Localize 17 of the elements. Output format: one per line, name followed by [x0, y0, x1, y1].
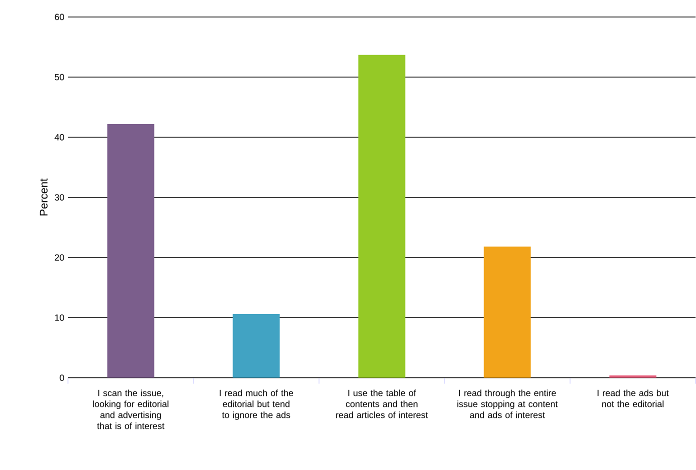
x-tick-label: I use the table of contents and then read articles of interest [336, 390, 428, 418]
y-tick-label: 60 [54, 14, 64, 20]
y-tick-label: 10 [55, 314, 64, 321]
bar [107, 124, 154, 378]
x-tick-label: I scan the issue, looking for editorial and advertising that is of interest [93, 390, 168, 430]
x-tick-label: I read much of the editorial but tend to ignore the ads [220, 390, 294, 420]
y-tick-label: 40 [54, 134, 64, 141]
bar [358, 55, 406, 378]
y-tick-label: 20 [54, 254, 64, 261]
y-tick-label: 50 [54, 74, 64, 80]
y-tick-label: 30 [54, 194, 64, 201]
bar [232, 314, 280, 378]
y-axis-title: Percent [40, 178, 48, 216]
x-tick-label: I read the ads but not the editorial [598, 390, 669, 408]
y-tick-label: 0 [60, 374, 64, 382]
x-tick-label: I read through the entire issue stopping at content and ads of interest [457, 390, 558, 418]
bar [484, 246, 531, 378]
